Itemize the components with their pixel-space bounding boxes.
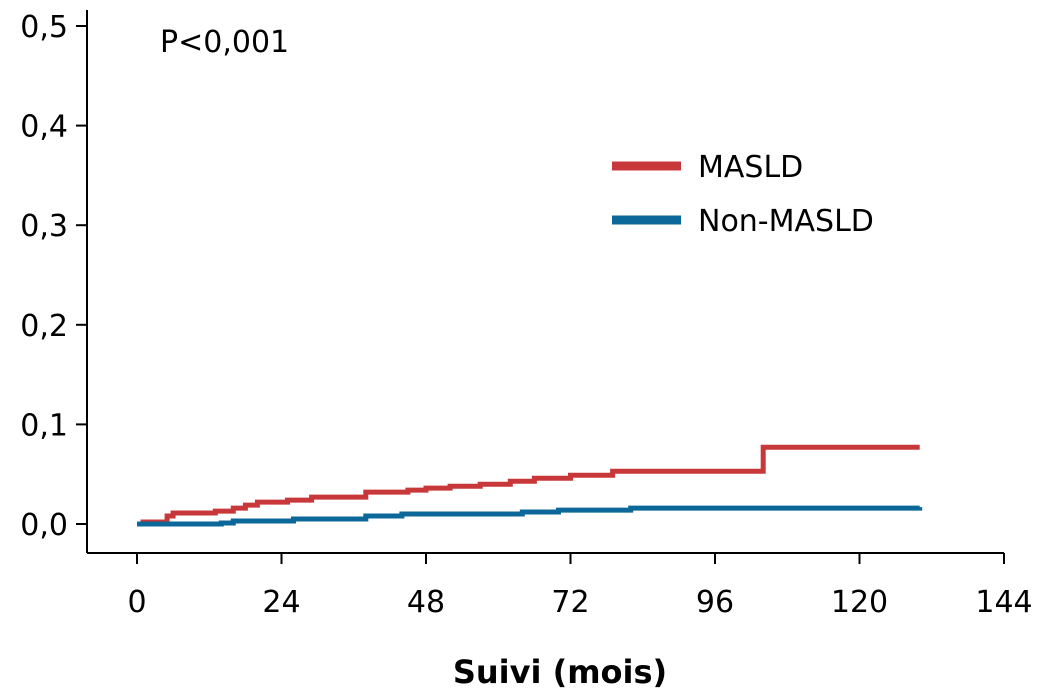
series-line-masld — [137, 444, 920, 527]
x-tick-label: 24 — [262, 585, 300, 620]
axes — [86, 10, 1004, 554]
x-tick-label: 48 — [407, 585, 445, 620]
y-tick-label: 0,1 — [20, 408, 68, 443]
y-tick-label: 0,0 — [20, 508, 68, 543]
legend-label: MASLD — [698, 150, 803, 185]
p-value-annotation: P<0,001 — [160, 25, 289, 60]
y-tick-label: 0,4 — [20, 110, 68, 145]
y-tick-label: 0,2 — [20, 309, 68, 344]
y-tick-label: 0,5 — [20, 10, 68, 45]
legend-label: Non-MASLD — [698, 204, 874, 239]
x-tick-label: 72 — [551, 585, 589, 620]
x-tick-label: 0 — [127, 585, 146, 620]
legend: MASLD Non-MASLD — [612, 150, 874, 239]
x-tick-label: 96 — [696, 585, 734, 620]
y-tick-label: 0,3 — [20, 209, 68, 244]
series-line-non-masld — [137, 505, 923, 527]
x-tick-label: 120 — [831, 585, 888, 620]
plot-lines — [137, 444, 923, 527]
x-tick-label: 144 — [975, 585, 1032, 620]
ticks: 0 24 48 72 96 120 144 0,0 0,1 0,2 0,3 0,4 0,5 — [20, 10, 1032, 620]
x-axis-title: Suivi (mois) — [453, 653, 667, 691]
